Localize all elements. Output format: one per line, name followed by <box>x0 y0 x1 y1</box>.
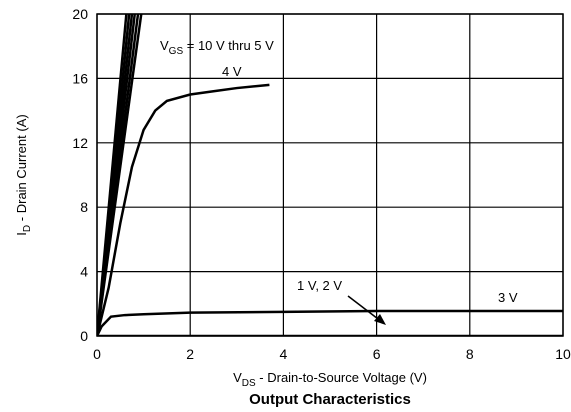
x-tick-label: 0 <box>93 346 101 362</box>
line-series <box>97 14 128 336</box>
x-tick-label: 6 <box>373 346 381 362</box>
y-tick-label: 4 <box>80 264 88 280</box>
arrow-head <box>374 314 386 325</box>
annotation: VGS = 10 V thru 5 V <box>160 38 274 57</box>
annotation: 4 V <box>222 64 242 79</box>
x-tick-label: 8 <box>466 346 474 362</box>
line-series <box>97 83 270 336</box>
line-series <box>97 309 563 336</box>
annotation-part: 4 V <box>222 64 242 79</box>
annotation: 3 V <box>498 290 518 305</box>
x-tick-label: 10 <box>555 346 571 362</box>
annotation-part: V <box>160 38 169 53</box>
y-tick-label: 0 <box>80 328 88 344</box>
annotation-part: 1 V, 2 V <box>297 278 342 293</box>
y-tick-label: 12 <box>72 135 88 151</box>
annotation: 1 V, 2 V <box>297 278 342 293</box>
y-tick-label: 8 <box>80 199 88 215</box>
annotation-arrow <box>347 295 383 323</box>
y-tick-label: 20 <box>72 6 88 22</box>
annotation-part: 3 V <box>498 290 518 305</box>
chart-title: Output Characteristics <box>249 391 411 408</box>
x-tick-label: 4 <box>280 346 288 362</box>
x-axis-label: VDS - Drain-to-Source Voltage (V) <box>233 370 427 389</box>
annotation-part: GS <box>169 46 184 57</box>
annotation-part: = 10 V thru 5 V <box>183 38 274 53</box>
x-tick-label: 2 <box>186 346 194 362</box>
y-axis-label: ID - Drain Current (A) <box>14 114 33 235</box>
y-tick-label: 16 <box>72 70 88 86</box>
